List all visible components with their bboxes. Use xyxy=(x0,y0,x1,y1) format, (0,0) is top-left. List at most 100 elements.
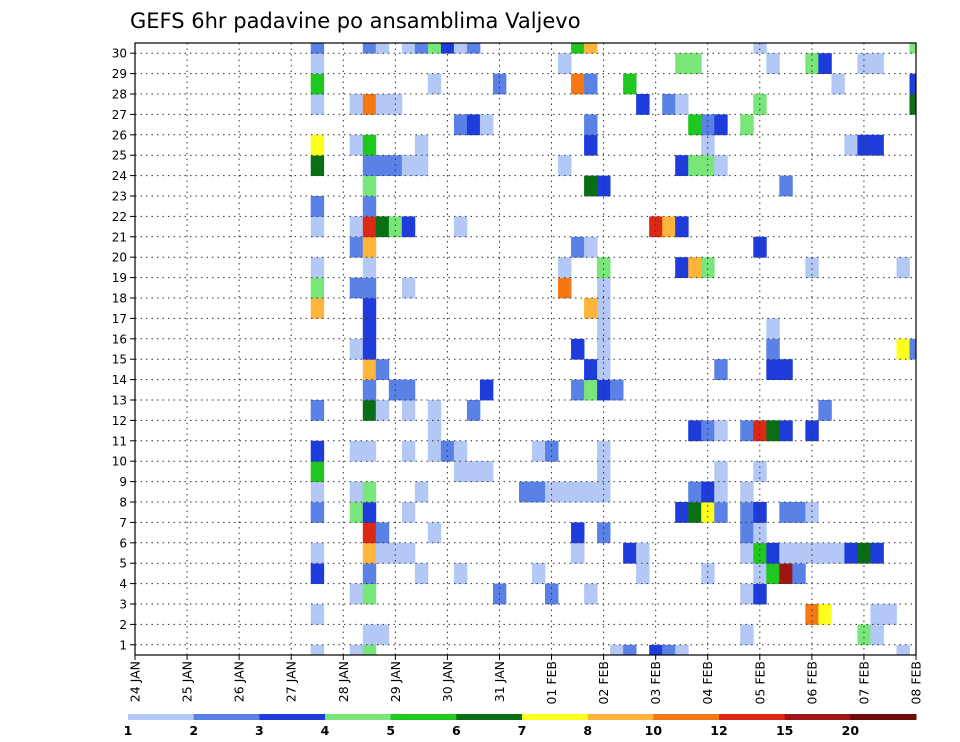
heatmap-cell xyxy=(662,216,676,238)
heatmap-cell xyxy=(401,440,416,462)
heatmap-cell xyxy=(427,73,442,95)
heatmap-cell xyxy=(362,400,377,421)
heatmap-cell xyxy=(818,604,832,625)
heatmap-cell xyxy=(779,175,793,197)
heatmap-cell xyxy=(310,155,325,176)
heatmap-cell xyxy=(571,338,585,360)
y-tick-label: 29 xyxy=(112,67,127,81)
heatmap-cell xyxy=(414,43,429,54)
heatmap-cell xyxy=(805,542,819,564)
heatmap-cell xyxy=(518,481,533,503)
heatmap-cell xyxy=(805,502,819,523)
heatmap-cell xyxy=(571,236,585,258)
heatmap-cell xyxy=(310,502,325,523)
heatmap-cell xyxy=(792,563,806,584)
heatmap-cell xyxy=(909,43,917,54)
heatmap-cell xyxy=(584,43,598,54)
heatmap-cell xyxy=(909,73,917,95)
heatmap-cell xyxy=(740,522,754,544)
colorbar-segment xyxy=(128,714,195,720)
heatmap-cell xyxy=(675,53,689,74)
colorbar-segment xyxy=(259,714,326,720)
heatmap-cell xyxy=(584,583,598,605)
heatmap-cell xyxy=(401,216,416,238)
heatmap-cell xyxy=(388,155,403,176)
heatmap-cell xyxy=(714,114,728,136)
heatmap-cell xyxy=(688,155,702,176)
heatmap-cell xyxy=(597,481,611,503)
heatmap-cell xyxy=(453,440,468,462)
heatmap-cell xyxy=(597,277,611,299)
y-tick-label: 6 xyxy=(119,536,127,550)
colorbar-segment xyxy=(456,714,523,720)
heatmap-cell xyxy=(701,257,715,278)
x-axis-ticks: 24 JAN 25 JAN 26 JAN 27 JAN 28 JAN 29 JAN 30 J… xyxy=(128,655,924,705)
heatmap-cell xyxy=(310,134,325,156)
heatmap-cell xyxy=(870,53,884,74)
heatmap-cell xyxy=(636,542,650,564)
heatmap-cell xyxy=(701,481,715,503)
heatmap-cell xyxy=(401,155,416,176)
y-tick-label: 30 xyxy=(112,47,127,61)
heatmap-cell xyxy=(597,318,611,340)
heatmap-cell xyxy=(362,216,377,238)
colorbar-segment xyxy=(390,714,457,720)
heatmap-cell xyxy=(375,522,390,544)
heatmap-cell xyxy=(584,379,598,401)
heatmap-cell xyxy=(675,257,689,278)
heatmap-cell xyxy=(714,359,728,380)
heatmap-cell xyxy=(766,563,780,584)
x-tick-label: 07 FEB xyxy=(856,661,871,705)
heatmap-cell xyxy=(870,604,884,625)
heatmap-cell xyxy=(453,43,468,54)
heatmap-cell xyxy=(818,542,832,564)
heatmap-cell xyxy=(896,257,910,278)
colorbar-label: 2 xyxy=(189,723,198,738)
heatmap-cell xyxy=(844,542,858,564)
colorbar-label: 4 xyxy=(321,723,330,738)
y-tick-label: 13 xyxy=(112,394,127,408)
heatmap-cell xyxy=(349,236,364,258)
heatmap-cell xyxy=(701,155,715,176)
y-tick-label: 24 xyxy=(112,169,127,183)
heatmap-cell xyxy=(466,114,481,136)
heatmap-cell xyxy=(584,359,598,380)
heatmap-cell xyxy=(779,502,793,523)
heatmap-cell xyxy=(740,420,754,442)
heatmap-cell xyxy=(401,400,416,421)
y-tick-label: 16 xyxy=(112,332,127,346)
heatmap-cell xyxy=(558,277,572,299)
y-tick-label: 27 xyxy=(112,108,127,122)
heatmap-cell xyxy=(610,379,624,401)
colorbar-label: 6 xyxy=(452,723,461,738)
y-tick-label: 8 xyxy=(119,496,127,510)
heatmap-cell xyxy=(401,502,416,523)
y-tick-label: 21 xyxy=(112,230,127,244)
heatmap-cell xyxy=(453,216,468,238)
heatmap-cell xyxy=(870,624,884,646)
heatmap-cell xyxy=(375,216,390,238)
colorbar-segment xyxy=(719,714,786,720)
heatmap-cell xyxy=(388,216,403,238)
heatmap-cell xyxy=(714,155,728,176)
heatmap-cell xyxy=(453,461,468,482)
colorbar-segment xyxy=(325,714,392,720)
heatmap-cell xyxy=(779,420,793,442)
heatmap-cell xyxy=(701,114,715,136)
heatmap-cell xyxy=(349,277,364,299)
heatmap-cell xyxy=(740,583,754,605)
heatmap-cell xyxy=(805,420,819,442)
y-tick-label: 5 xyxy=(119,557,127,571)
heatmap-cell xyxy=(571,43,585,54)
heatmap-cell xyxy=(349,502,364,523)
y-tick-label: 2 xyxy=(119,618,127,632)
heatmap-cell xyxy=(310,604,325,625)
heatmap-cell xyxy=(792,502,806,523)
heatmap-cell xyxy=(310,196,325,217)
heatmap-cell xyxy=(636,94,650,115)
colorbar: 1 2 3 4 5 6 7 8 10 12 15 20 xyxy=(124,714,917,738)
y-tick-label: 1 xyxy=(119,638,127,652)
heatmap-cell xyxy=(362,155,377,176)
heatmap-cell xyxy=(740,542,754,564)
